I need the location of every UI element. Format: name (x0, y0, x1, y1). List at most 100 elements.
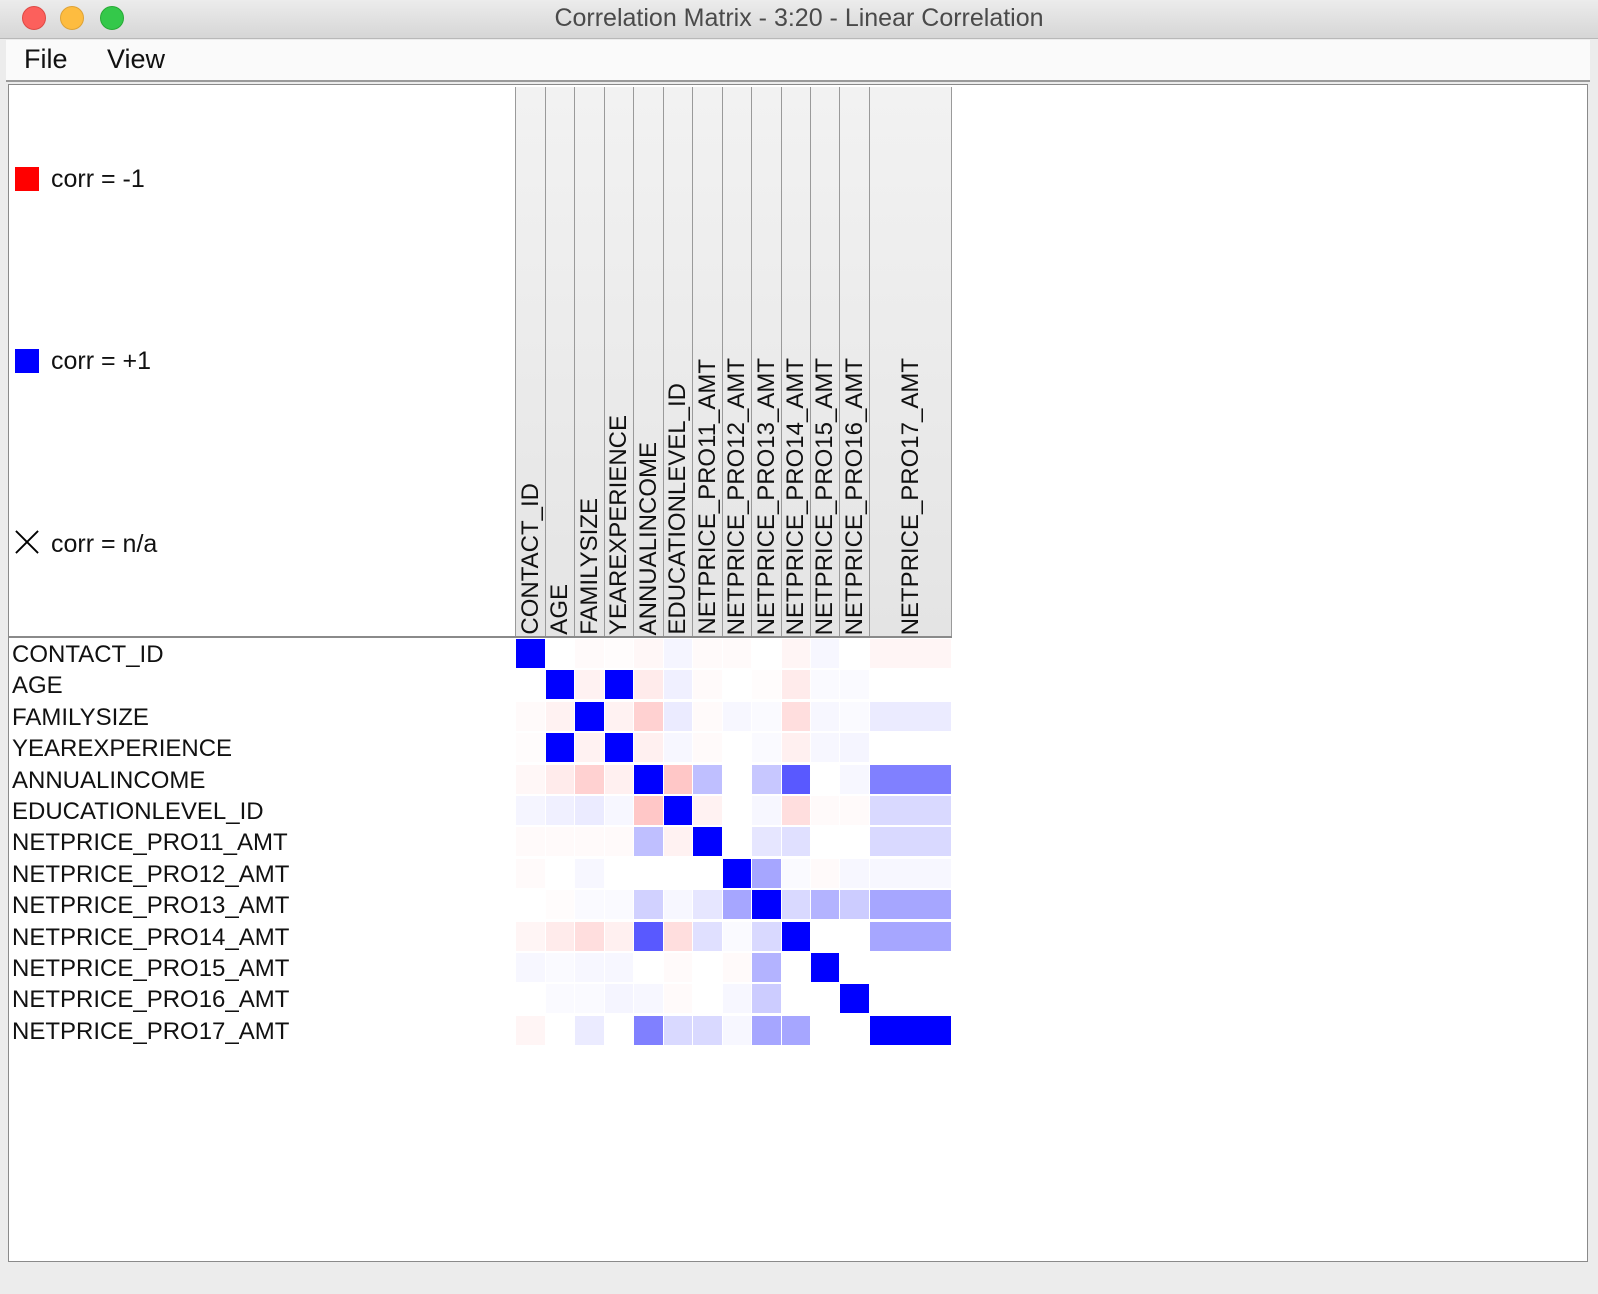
header-divider (9, 636, 952, 638)
heatmap-cell (546, 670, 574, 700)
heatmap-cell (575, 827, 604, 857)
column-header: ANNUALINCOME (633, 87, 663, 637)
heatmap-cell (693, 890, 722, 920)
heatmap-cell (811, 984, 839, 1014)
column-header-label: NETPRICE_PRO17_AMT (896, 357, 924, 635)
heatmap-cell (870, 639, 951, 668)
column-header: AGE (545, 87, 574, 637)
heatmap-cell (605, 858, 633, 888)
close-window-button[interactable] (22, 6, 46, 30)
heatmap-cell (664, 701, 692, 731)
legend-negative-label: corr = -1 (51, 165, 145, 193)
column-header-label: AGE (546, 584, 573, 635)
heatmap-cell (634, 890, 663, 920)
column-header-label: ANNUALINCOME (634, 441, 662, 635)
heatmap-cell (782, 890, 810, 920)
heatmap-cell (782, 984, 810, 1014)
heatmap-cell (516, 764, 545, 794)
heatmap-cell (546, 984, 574, 1014)
heatmap-cell (723, 701, 751, 731)
row-label: NETPRICE_PRO13_AMT (12, 892, 290, 920)
heatmap-cell (811, 953, 839, 982)
maximize-window-button[interactable] (100, 6, 124, 30)
heatmap-cell (840, 953, 869, 982)
heatmap-cell (634, 984, 663, 1014)
row-label: EDUCATIONLEVEL_ID (12, 798, 264, 825)
heatmap-cell (634, 796, 663, 825)
heatmap-cell (664, 827, 692, 857)
heatmap-cell (664, 890, 692, 920)
heatmap-cell (693, 984, 722, 1014)
row-label: NETPRICE_PRO15_AMT (12, 955, 290, 982)
heatmap-cell (634, 670, 663, 700)
heatmap-cell (664, 670, 692, 700)
heatmap-cell (516, 701, 545, 731)
heatmap-cell (575, 953, 604, 982)
heatmap-cell (546, 639, 574, 668)
heatmap-cell (752, 670, 781, 700)
row-label: FAMILYSIZE (12, 703, 149, 731)
row-label: NETPRICE_PRO17_AMT (12, 1017, 290, 1045)
heatmap-cell (752, 858, 781, 888)
correlation-matrix-panel: corr = -1 corr = +1 corr = n/a CONTACT_I… (8, 84, 1588, 1262)
heatmap-cell (664, 984, 692, 1014)
heatmap-cell (752, 1015, 781, 1045)
blue-square-icon (15, 349, 39, 373)
row-label: CONTACT_ID (12, 641, 164, 668)
heatmap-cell (782, 639, 810, 668)
heatmap-cell (782, 921, 810, 951)
heatmap-cell (870, 921, 951, 951)
heatmap-cell (605, 890, 633, 920)
heatmap-cell (870, 984, 951, 1014)
heatmap-cell (870, 670, 951, 700)
heatmap-cell (723, 953, 751, 982)
heatmap-cell (693, 921, 722, 951)
heatmap-cell (634, 921, 663, 951)
heatmap-cell (634, 701, 663, 731)
heatmap-cell (723, 796, 751, 825)
heatmap-cell (811, 639, 839, 668)
heatmap-cell (811, 670, 839, 700)
column-header-label: NETPRICE_PRO15_AMT (811, 357, 838, 635)
heatmap-cell (811, 796, 839, 825)
heatmap-cell (840, 984, 869, 1014)
heatmap-cell (782, 764, 810, 794)
heatmap-cell (752, 953, 781, 982)
heatmap-cell (723, 921, 751, 951)
heatmap-cell (546, 890, 574, 920)
heatmap-cell (516, 796, 545, 825)
column-header-label: EDUCATIONLEVEL_ID (664, 383, 691, 635)
legend-positive-label: corr = +1 (51, 347, 152, 375)
title-bar: Correlation Matrix - 3:20 - Linear Corre… (0, 0, 1598, 39)
heatmap-cell (575, 1015, 604, 1045)
row-label: NETPRICE_PRO16_AMT (12, 986, 290, 1014)
heatmap-cell (811, 921, 839, 951)
heatmap-cell (605, 701, 633, 731)
heatmap-cell (723, 858, 751, 888)
heatmap-cell (634, 733, 663, 763)
legend-na-label: corr = n/a (51, 530, 158, 558)
menu-view[interactable]: View (107, 44, 166, 74)
heatmap-cell (752, 827, 781, 857)
menu-file[interactable]: File (24, 44, 68, 74)
heatmap-cell (605, 670, 633, 700)
heatmap-cell (840, 921, 869, 951)
heatmap-cell (840, 670, 869, 700)
heatmap-cell (693, 858, 722, 888)
heatmap-cell (870, 1015, 951, 1045)
heatmap-cell (723, 890, 751, 920)
heatmap-cell (870, 764, 951, 794)
heatmap-cell (782, 1015, 810, 1045)
heatmap-cell (811, 701, 839, 731)
heatmap-cell (664, 921, 692, 951)
heatmap-cell (605, 984, 633, 1014)
heatmap-cell (693, 1015, 722, 1045)
column-header: NETPRICE_PRO17_AMT (869, 87, 951, 637)
heatmap-cell (840, 639, 869, 668)
heatmap-cell (575, 796, 604, 825)
heatmap-cell (605, 764, 633, 794)
minimize-window-button[interactable] (60, 6, 84, 30)
heatmap-cell (546, 953, 574, 982)
heatmap-cell (723, 764, 751, 794)
column-header-label: NETPRICE_PRO11_AMT (693, 359, 721, 635)
